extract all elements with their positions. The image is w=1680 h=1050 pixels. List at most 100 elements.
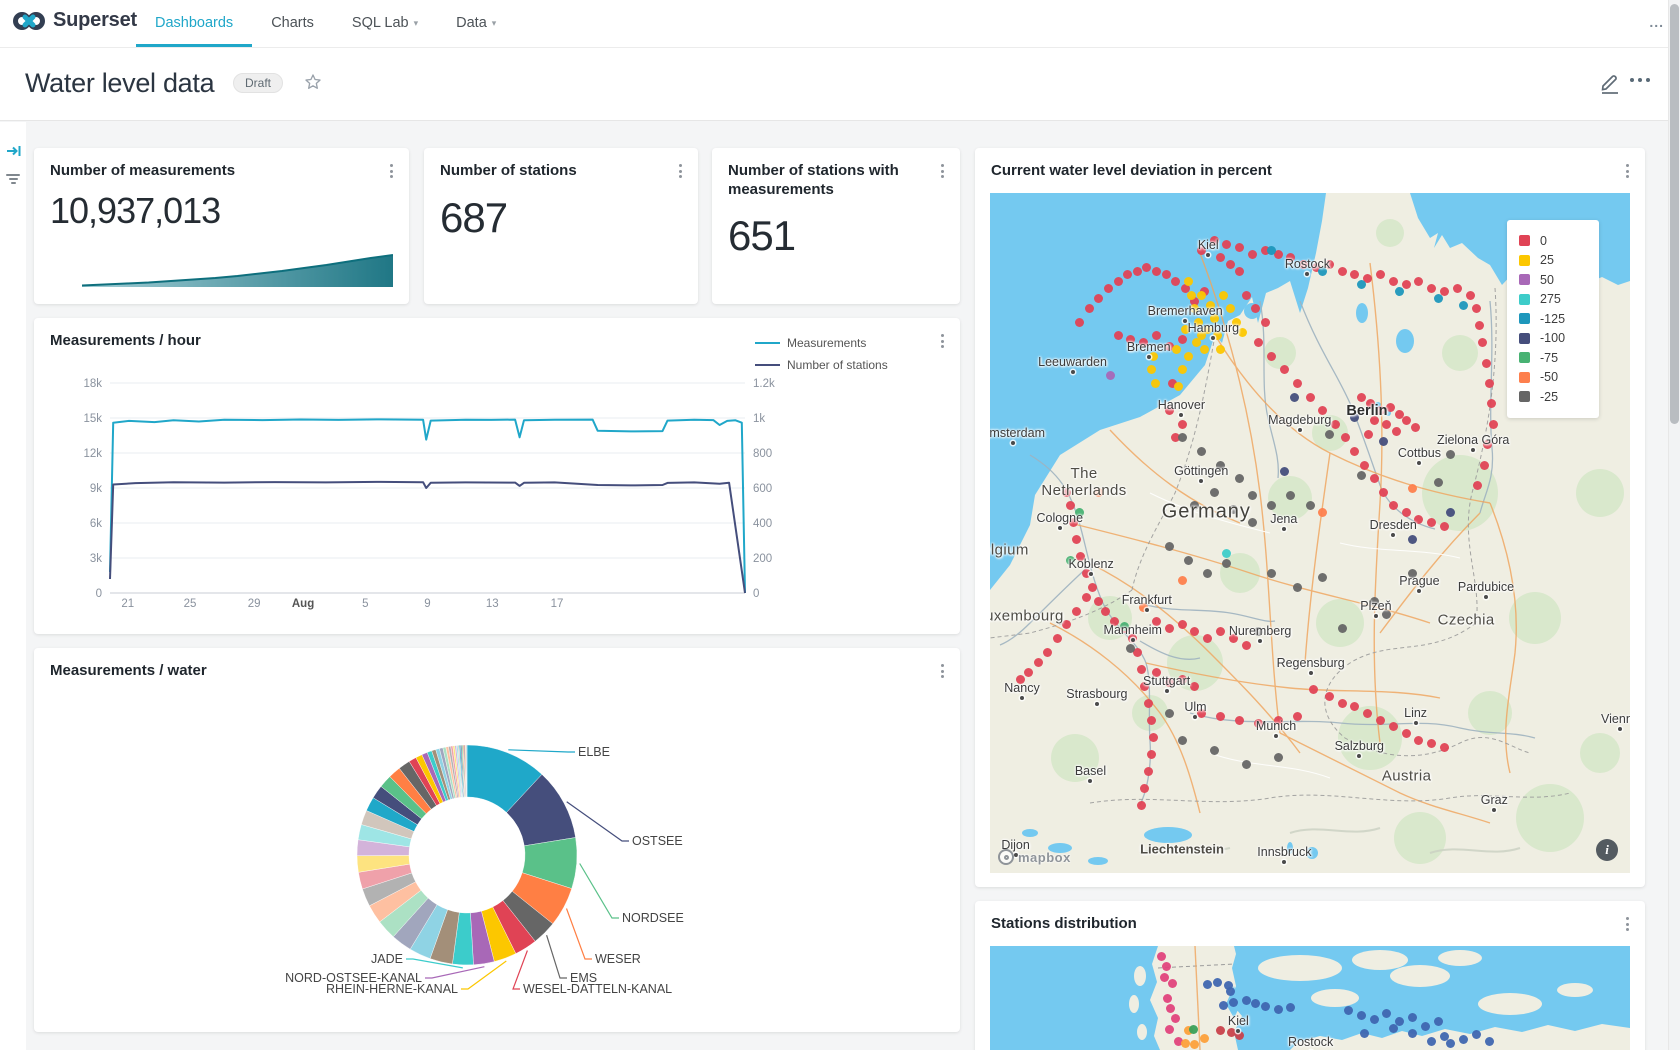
svg-text:Number of stations: Number of stations	[787, 358, 888, 372]
city-point	[1206, 252, 1211, 257]
station-point	[1177, 674, 1187, 684]
station-point	[1052, 633, 1062, 643]
donut-chart[interactable]: ELBE OSTSEE NORDSEE WESER EMS WESEL-DATTELN-K…	[34, 648, 960, 1037]
city-point	[1391, 532, 1396, 537]
legend-item-50[interactable]: 50	[1519, 270, 1587, 290]
map-label-koblenz: Koblenz	[1068, 557, 1114, 572]
station-point	[1369, 1015, 1379, 1025]
station-point	[1411, 423, 1421, 433]
station-point	[1119, 622, 1129, 632]
station-point	[1203, 569, 1213, 579]
map-label-basel: Basel	[1074, 764, 1107, 778]
legend-item--100[interactable]: -100	[1519, 329, 1587, 349]
station-point	[1196, 708, 1206, 718]
mapbox-attribution[interactable]: mapbox	[998, 849, 1071, 865]
chart-more-menu[interactable]	[939, 162, 946, 180]
chart-more-menu[interactable]	[939, 662, 946, 680]
station-point	[1183, 351, 1193, 361]
stations-map[interactable]: Kiel Rostock	[990, 946, 1630, 1050]
station-point	[1273, 752, 1283, 762]
city-point	[1373, 613, 1378, 618]
station-point	[1382, 1009, 1392, 1019]
nav-item-dashboards[interactable]: Dashboards	[136, 0, 253, 47]
station-point	[1433, 293, 1443, 303]
station-point	[1401, 729, 1411, 739]
station-point	[1227, 1027, 1237, 1037]
city-point	[1297, 428, 1302, 433]
station-point	[1228, 633, 1238, 643]
legend-item-0[interactable]: 0	[1519, 231, 1587, 251]
station-point	[1222, 559, 1232, 569]
favorite-star-icon[interactable]	[303, 72, 323, 97]
city-point	[1020, 696, 1024, 701]
legend-item--25[interactable]: -25	[1519, 387, 1587, 407]
deviation-map[interactable]: 0 25 50 275 -125 -100 -75 -50 -25 mapbox i Kiel R…	[990, 193, 1630, 873]
map-info-button[interactable]: i	[1596, 839, 1618, 861]
svg-text:3k: 3k	[90, 553, 102, 565]
station-point	[1164, 1024, 1174, 1034]
station-point	[1247, 518, 1257, 528]
map-label-czechia: Czechia	[1437, 611, 1495, 629]
station-point	[1196, 331, 1206, 341]
header-more-icon[interactable]	[1630, 78, 1650, 82]
station-point	[1273, 249, 1283, 259]
station-point	[1203, 324, 1213, 334]
map-label-liechtenstein: Liechtenstein	[1140, 841, 1224, 857]
station-point	[1356, 470, 1366, 480]
station-point	[1161, 962, 1171, 972]
station-point	[1196, 290, 1206, 300]
station-point	[1388, 276, 1398, 286]
station-point	[1350, 446, 1360, 456]
chart-more-menu[interactable]	[939, 332, 946, 350]
status-badge[interactable]: Draft	[233, 73, 284, 93]
chart-more-menu[interactable]	[1624, 915, 1631, 933]
station-point	[1471, 1029, 1481, 1039]
station-point	[1299, 259, 1309, 269]
nav-item-sql-lab[interactable]: SQL Lab ▾	[351, 15, 419, 31]
chart-more-menu[interactable]	[677, 162, 684, 180]
station-point	[1427, 283, 1437, 293]
legend-label: 0	[1540, 233, 1547, 248]
legend-item--75[interactable]: -75	[1519, 348, 1587, 368]
chevron-down-icon: ▾	[413, 18, 419, 28]
expand-filters-icon[interactable]	[6, 144, 22, 163]
chart-more-menu[interactable]	[1624, 162, 1631, 180]
legend-item--125[interactable]: -125	[1519, 309, 1587, 329]
edit-pencil-icon[interactable]	[1598, 70, 1622, 101]
station-point	[1382, 610, 1392, 620]
legend-item-275[interactable]: 275	[1519, 290, 1587, 310]
station-point	[1172, 344, 1182, 354]
chart-more-menu[interactable]	[388, 162, 395, 180]
station-point	[1254, 338, 1264, 348]
station-point	[1087, 582, 1097, 592]
line-chart[interactable]: 0 0 3k 200 6k 400 9k 600 12k 800 15k 1k 18k 1.2k 21 25 2…	[34, 318, 960, 639]
station-point	[1163, 993, 1173, 1003]
svg-text:200: 200	[753, 553, 772, 565]
scrollbar-thumb[interactable]	[1669, 4, 1679, 424]
station-point	[1439, 287, 1449, 297]
legend-label: 50	[1540, 272, 1554, 287]
nav-overflow-icon[interactable]: ...	[1649, 14, 1664, 30]
card-number-of-measurements: Number of measurements 10,937,013	[34, 148, 409, 304]
page-scrollbar[interactable]	[1668, 0, 1680, 1050]
station-point	[1254, 627, 1264, 637]
station-point	[1235, 1030, 1245, 1040]
station-point	[1132, 266, 1142, 276]
legend-item--50[interactable]: -50	[1519, 368, 1587, 388]
chart-title: Current water level deviation in percent	[991, 162, 1272, 179]
top-navbar: Superset Dashboards Charts SQL Lab ▾ Data ▾ .…	[0, 0, 1680, 48]
station-point	[1324, 691, 1334, 701]
brand-name: Superset	[53, 9, 137, 31]
map-label-dresden: Dresden	[1369, 517, 1417, 532]
legend-item-25[interactable]: 25	[1519, 251, 1587, 271]
station-point	[1427, 1037, 1437, 1047]
filter-funnel-icon[interactable]	[6, 172, 20, 186]
station-point	[1139, 338, 1149, 348]
nav-item-data[interactable]: Data ▾	[456, 15, 497, 31]
city-point	[1357, 753, 1362, 758]
superset-logo[interactable]: Superset	[12, 9, 137, 32]
nav-item-charts[interactable]: Charts	[271, 15, 314, 31]
station-point	[1452, 283, 1462, 293]
map-label-luxembourg: Luxembourg	[990, 607, 1064, 625]
chart-title: Stations distribution	[991, 915, 1137, 932]
